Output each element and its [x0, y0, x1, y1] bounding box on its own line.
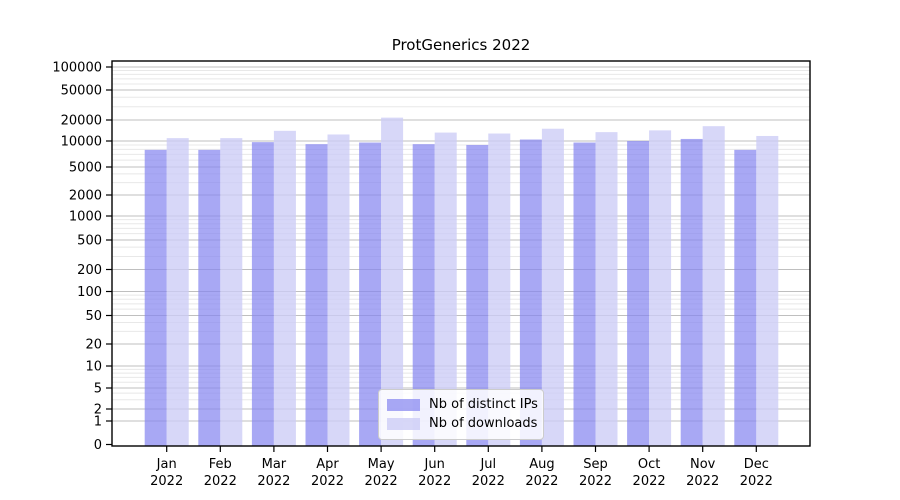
x-tick-label-year: 2022: [365, 474, 398, 489]
y-tick-label: 0: [94, 438, 102, 453]
x-tick-label-month: Nov: [690, 457, 716, 472]
y-tick-label: 50: [85, 309, 102, 324]
legend-item-downloads: Nb of downloads: [387, 414, 538, 433]
bar-downloads-jun: [434, 132, 457, 447]
x-tick-label-month: Mar: [262, 457, 287, 472]
bar-downloads-feb: [220, 138, 243, 446]
bar-distinct-ips-sep: [573, 142, 596, 446]
y-tick-label: 500: [77, 234, 102, 249]
y-tick-label: 10000: [61, 135, 102, 150]
bar-distinct-ips-nov: [680, 138, 703, 446]
x-tick-label-month: Jul: [479, 457, 496, 472]
x-tick-label-year: 2022: [525, 474, 558, 489]
y-tick-label: 100000: [52, 61, 102, 76]
bar-downloads-may: [381, 117, 404, 446]
x-tick-label-month: Dec: [744, 457, 769, 472]
bar-distinct-ips-may: [359, 142, 382, 446]
bar-downloads-sep: [595, 132, 618, 446]
x-tick-label-month: Jan: [156, 457, 177, 472]
y-tick-label: 5000: [69, 161, 102, 176]
bar-downloads-aug: [541, 128, 564, 446]
x-tick-label-year: 2022: [579, 474, 612, 489]
bar-downloads-nov: [702, 126, 725, 446]
x-tick-label-month: May: [368, 457, 395, 472]
y-tick-label: 5: [94, 382, 102, 397]
bar-downloads-apr: [327, 134, 350, 447]
legend-label-downloads: Nb of downloads: [429, 416, 538, 431]
legend-label-distinct-ips: Nb of distinct IPs: [429, 397, 538, 412]
x-tick-label-year: 2022: [311, 474, 344, 489]
y-tick-label: 20: [85, 338, 102, 353]
x-tick-label-month: Aug: [529, 457, 554, 472]
chart-title: ProtGenerics 2022: [391, 36, 531, 54]
bar-distinct-ips-jul: [466, 144, 489, 446]
legend-swatch-distinct-ips: [387, 398, 420, 411]
x-tick-label-year: 2022: [740, 474, 773, 489]
legend-item-distinct-ips: Nb of distinct IPs: [387, 395, 538, 414]
x-tick-label-year: 2022: [204, 474, 237, 489]
x-tick-label-month: Apr: [316, 457, 339, 472]
x-tick-label-month: Sep: [583, 457, 608, 472]
y-tick-label: 2000: [69, 189, 102, 204]
x-tick-label-year: 2022: [633, 474, 666, 489]
x-tick-label-month: Jun: [424, 457, 445, 472]
legend: Nb of distinct IPs Nb of downloads: [378, 389, 544, 440]
legend-swatch-downloads: [387, 417, 420, 430]
bar-distinct-ips-apr: [305, 144, 328, 446]
bar-distinct-ips-feb: [198, 149, 221, 446]
bar-downloads-jan: [166, 138, 189, 446]
plot-border: [111, 60, 811, 447]
x-tick-label-year: 2022: [686, 474, 719, 489]
x-tick-label-year: 2022: [150, 474, 183, 489]
bar-distinct-ips-aug: [519, 139, 542, 446]
y-tick-label: 200: [77, 263, 102, 278]
x-tick-label-year: 2022: [418, 474, 451, 489]
bar-distinct-ips-jun: [412, 144, 435, 446]
y-tick-label: 50000: [61, 84, 102, 99]
bar-downloads-jul: [488, 133, 511, 446]
bar-distinct-ips-mar: [251, 142, 274, 447]
y-tick-label: 10: [85, 360, 102, 375]
y-tick-label: 1: [94, 415, 102, 430]
y-tick-label: 1000: [69, 210, 102, 225]
x-tick-label-year: 2022: [472, 474, 505, 489]
y-tick-label: 20000: [61, 114, 102, 129]
y-tick-label: 100: [77, 285, 102, 300]
y-tick-label: 2: [94, 403, 102, 418]
bar-downloads-dec: [756, 135, 779, 446]
bar-downloads-mar: [273, 130, 296, 446]
x-tick-label-month: Feb: [209, 457, 232, 472]
x-tick-label-year: 2022: [257, 474, 290, 489]
bar-distinct-ips-dec: [734, 149, 757, 446]
bar-downloads-oct: [649, 130, 672, 447]
bar-distinct-ips-oct: [627, 141, 650, 446]
bar-distinct-ips-jan: [144, 149, 167, 446]
x-tick-label-month: Oct: [638, 457, 660, 472]
